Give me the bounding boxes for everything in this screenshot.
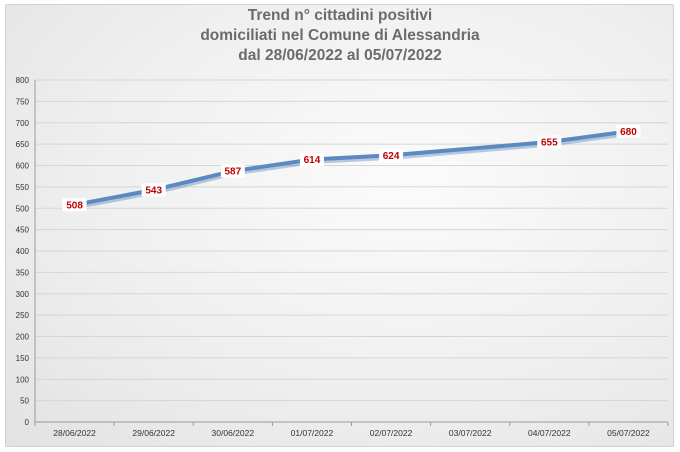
y-tick-label: 300 <box>16 290 30 299</box>
y-tick-label: 250 <box>16 311 30 320</box>
x-tick-label: 03/07/2022 <box>449 428 492 438</box>
data-label: 655 <box>541 138 558 149</box>
x-tick-label: 28/06/2022 <box>53 428 96 438</box>
data-label-box <box>379 148 404 162</box>
data-label-box <box>141 183 166 197</box>
data-label-box <box>220 164 245 178</box>
chart-title-line-3: dal 28/06/2022 al 05/07/2022 <box>238 47 442 64</box>
chart-area <box>5 4 674 447</box>
y-tick-label: 0 <box>25 418 30 427</box>
data-label: 508 <box>66 200 83 211</box>
data-label-box <box>616 124 641 138</box>
chart-title-line-1: Trend n° cittadini positivi <box>247 7 433 24</box>
y-tick-label: 750 <box>16 97 30 106</box>
y-tick-label: 400 <box>16 247 30 256</box>
y-tick-label: 350 <box>16 268 30 277</box>
data-label-box <box>537 135 562 149</box>
x-tick-label: 30/06/2022 <box>212 428 255 438</box>
y-tick-label: 500 <box>16 204 30 213</box>
y-tick-label: 650 <box>16 140 30 149</box>
y-axis-ticks: 0 50 100 150 200 250 300 350 400 450 500 550 600 650 7… <box>16 76 30 427</box>
x-tick-label: 29/06/2022 <box>132 428 175 438</box>
x-tick-label: 04/07/2022 <box>528 428 571 438</box>
y-tick-label: 700 <box>16 119 30 128</box>
y-tick-label: 100 <box>16 375 30 384</box>
data-label: 587 <box>224 167 241 178</box>
gridlines <box>35 79 668 402</box>
x-axis-ticks: 28/06/2022 29/06/2022 30/06/2022 01/07/2022… <box>34 422 669 438</box>
y-tick-label: 150 <box>16 354 30 363</box>
data-label: 624 <box>383 151 400 162</box>
x-tick-label: 02/07/2022 <box>370 428 413 438</box>
y-tick-label: 600 <box>16 162 30 171</box>
x-tick-label: 05/07/2022 <box>607 428 650 438</box>
data-label: 543 <box>145 185 162 196</box>
y-tick-label: 450 <box>16 226 30 235</box>
chart-title: Trend n° cittadini positivi domiciliati … <box>0 6 680 66</box>
data-label: 614 <box>304 155 321 166</box>
y-tick-label: 200 <box>16 333 30 342</box>
data-labels: 508 543 587 614 624 655 680 <box>62 124 641 212</box>
chart-title-line-2: domiciliati nel Comune di Alessandria <box>200 27 480 44</box>
data-label: 680 <box>620 127 637 138</box>
x-tick-label: 01/07/2022 <box>291 428 334 438</box>
data-label-box <box>62 198 87 212</box>
data-label-box <box>299 153 324 167</box>
y-tick-label: 550 <box>16 183 30 192</box>
y-tick-label: 50 <box>20 397 29 406</box>
y-tick-label: 800 <box>16 76 30 85</box>
